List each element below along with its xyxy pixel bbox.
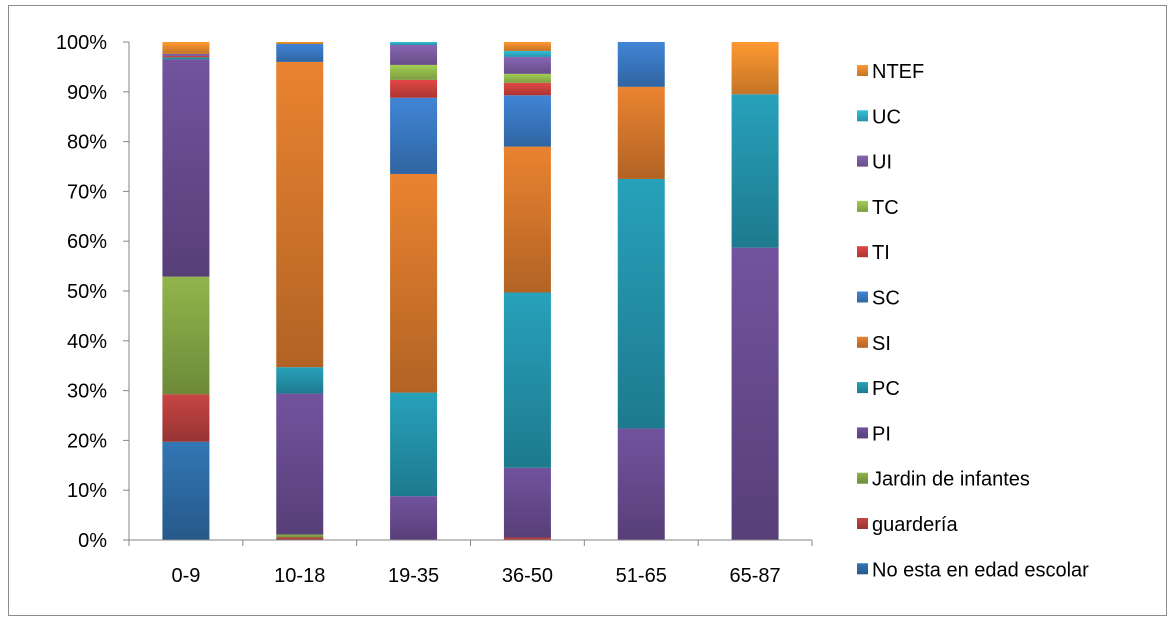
legend-swatch [857,382,868,394]
bar-segment-19-35-ui [390,44,438,65]
x-tick-label: 19-35 [388,565,439,587]
bar-segment-0-9-ui [162,53,210,56]
legend-item: Jardin de infantes [857,469,1030,491]
legend-swatch [857,65,868,76]
legend-item: TI [857,242,890,264]
y-tick-label: 40% [67,331,107,353]
bar-segment-19-35-pi [390,496,438,540]
bar-segment-0-9-guardería [162,394,210,442]
legend-item: PI [857,423,891,445]
x-tick-label: 65-87 [730,565,781,587]
bar-segment-10-18-ntef [276,42,324,44]
legend-label: No esta en edad escolar [872,559,1089,581]
bar-segment-19-35-ti [390,79,438,98]
legend-label: NTEF [872,61,924,83]
bar-segment-10-18-guardería [276,537,324,540]
legend-item: SC [857,288,900,310]
legend-swatch [857,110,868,122]
legend-item: UI [857,152,892,174]
legend-item: No esta en edad escolar [857,559,1089,581]
bar-segment-65-87-pc [731,94,779,248]
bar-segment-19-35-sc [390,97,438,174]
bar-segment-65-87-ntef [731,42,779,95]
bar-segment-36-50-guardería [503,537,551,540]
bars-layer [162,42,779,541]
legend-label: TI [872,242,890,264]
axes-layer: 0% 10% 20% 30% 40% 50% 60% 70% 80% 90% 100% 0-9 10-1… [56,32,813,587]
bar-segment-0-9-ntef [162,42,210,54]
bar-segment-19-35-si [390,173,438,393]
bar-segment-36-50-ti [503,82,551,96]
legend-swatch [857,518,868,529]
legend-label: PC [872,378,900,400]
bar-segment-10-18-jardin-de-infantes [276,534,324,538]
bar-segment-0-9-pi [162,59,210,277]
legend-swatch [857,246,868,258]
bar-segment-36-50-si [503,146,551,293]
legend-swatch [857,427,868,439]
x-tick-label: 36-50 [502,565,553,587]
legend-item: UC [857,106,901,128]
legend-label: UC [872,106,901,128]
bar-segment-0-9-jardin-de-infantes [162,276,210,395]
legend-swatch [857,200,868,212]
bar-segment-51-65-sc [617,42,665,87]
bar-segment-19-35-pc [390,392,438,497]
bar-segment-51-65-si [617,86,665,179]
legend-item: SI [857,333,891,355]
legend-item: PC [857,378,900,400]
bar-segment-36-50-tc [503,73,551,83]
legend-swatch [857,291,868,303]
legend-swatch [857,155,868,167]
legend-label: SI [872,333,891,355]
legend-item: NTEF [857,61,924,83]
bar-segment-19-35-uc [390,42,438,45]
legend-swatch [857,336,868,348]
legend-label: SC [872,288,900,310]
bar-segment-10-18-sc [276,43,324,62]
legend-label: guardería [872,514,958,536]
y-tick-label: 0% [78,530,107,552]
bar-segment-36-50-pc [503,292,551,468]
bar-segment-51-65-pi [617,428,665,540]
bar-segment-10-18-pc [276,367,324,394]
bar-segment-10-18-si [276,61,324,368]
y-tick-label: 70% [67,181,107,203]
x-tick-label: 10-18 [274,565,325,587]
legend-label: TC [872,197,899,219]
bar-segment-0-9-no-esta-en-edad-escolar [162,441,210,540]
x-tick-label: 51-65 [616,565,667,587]
bar-segment-36-50-ntef [503,42,551,51]
bar-segment-36-50-sc [503,95,551,147]
bar-segment-65-87-pi [731,247,779,541]
bar-segment-36-50-ui [503,56,551,74]
bar-segment-0-9-pc [162,57,210,60]
y-tick-label: 90% [67,82,107,104]
bar-segment-36-50-uc [503,50,551,57]
y-tick-label: 30% [67,381,107,403]
x-tick-label: 0-9 [171,565,200,587]
bar-segment-19-35-tc [390,64,438,80]
y-tick-label: 20% [67,430,107,452]
y-tick-label: 10% [67,480,107,502]
legend-item: TC [857,197,899,219]
bar-segment-0-9-ti [162,55,210,58]
legend-label: UI [872,152,892,174]
bar-segment-36-50-pi [503,467,551,538]
y-tick-label: 60% [67,231,107,253]
legend-swatch [857,472,868,484]
y-tick-label: 100% [56,32,107,54]
legend-label: PI [872,423,891,445]
legend-label: Jardin de infantes [872,469,1030,491]
y-tick-label: 50% [67,281,107,303]
legend-swatch [857,563,868,575]
legend-item: guardería [857,514,958,536]
legend: NTEF UC UI TC TI SC SI PC PI Jardin de infantes gu… [857,61,1089,581]
bar-segment-10-18-pi [276,393,324,535]
bar-segment-51-65-pc [617,178,665,429]
y-tick-label: 80% [67,132,107,154]
